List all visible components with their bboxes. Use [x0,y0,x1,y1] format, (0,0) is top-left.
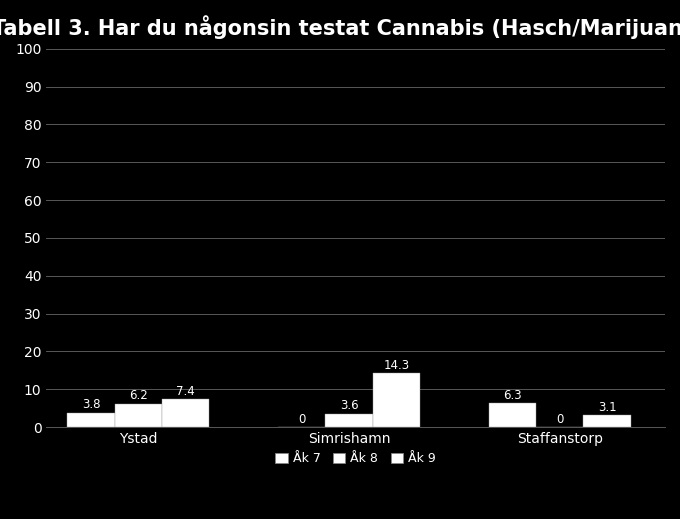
Title: Tabell 3. Har du någonsin testat Cannabis (Hasch/Marijuana)?: Tabell 3. Har du någonsin testat Cannabi… [0,15,680,39]
Text: 3.6: 3.6 [340,399,358,412]
Bar [115,404,162,427]
Text: 3.8: 3.8 [82,398,100,411]
Bar [162,399,209,427]
Text: 7.4: 7.4 [176,385,195,398]
Bar [583,415,631,427]
Text: 0: 0 [298,413,305,426]
Bar [325,414,373,427]
Text: 6.2: 6.2 [129,389,148,402]
Text: 0: 0 [556,413,563,426]
Bar [67,413,115,427]
Bar [373,373,420,427]
Text: 14.3: 14.3 [384,359,409,372]
Text: 6.3: 6.3 [503,389,522,402]
Bar [489,403,536,427]
Text: 3.1: 3.1 [598,401,616,414]
Legend: Åk 7, Åk 8, Åk 9: Åk 7, Åk 8, Åk 9 [270,447,441,470]
